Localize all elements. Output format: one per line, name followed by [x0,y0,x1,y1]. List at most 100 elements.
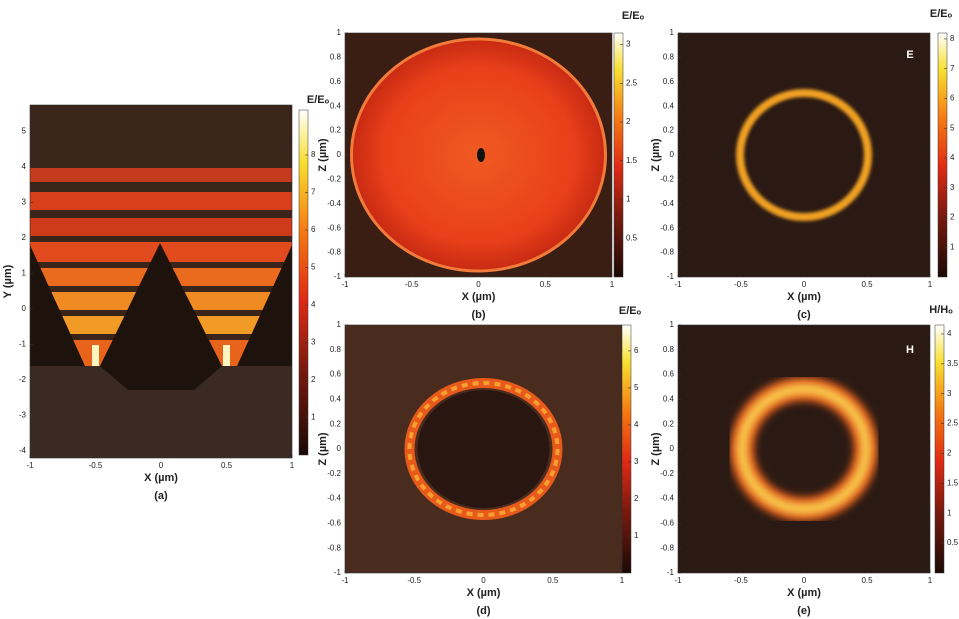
x-axis-label: X (µm) [787,291,821,303]
x-tick-label: -0.5 [407,576,421,585]
x-axis-label: X (µm) [144,472,178,484]
x-tick-label: -0.5 [89,461,103,470]
colorbar-tick-label: 7 [950,64,955,73]
y-tick-label: -0.8 [327,248,341,257]
y-tick-label: 0.2 [663,126,675,135]
colorbar [935,325,944,573]
x-tick-label: 1 [928,280,933,289]
field-c [678,33,930,277]
x-tick-label: 1 [290,461,295,470]
x-tick-label: 0 [481,576,486,585]
y-tick-label: -0.2 [327,469,341,478]
y-tick-label: 0.4 [330,395,342,404]
field-b [345,33,612,277]
x-tick-label: -1 [26,461,34,470]
y-tick-label: 0.6 [663,370,675,379]
colorbar-tick-label: 1 [634,531,639,540]
colorbar-tick-label: 2.5 [626,78,638,87]
y-tick-label: -0.4 [327,494,341,503]
y-axis-label: Z (µm) [317,432,329,466]
x-tick-label: 0 [159,461,164,470]
x-tick-label: -0.5 [734,280,748,289]
panel-label: (d) [476,605,490,617]
panel-label: (a) [154,490,168,502]
y-tick-label: -0.6 [327,223,341,232]
x-tick-label: 0.5 [547,576,559,585]
colorbar-tick-label: 2.5 [947,419,959,428]
y-tick-label: 0.8 [330,53,342,62]
colorbar-tick-label: 8 [950,34,955,43]
y-tick-label: -0.8 [660,248,674,257]
y-tick-label: 0.8 [663,53,675,62]
colorbar-tick-label: 5 [311,263,316,272]
colorbar-tick-label: 5 [634,383,639,392]
colorbar [938,33,947,277]
y-tick-label: -0.8 [327,543,341,552]
y-tick-label: -1 [334,568,342,577]
annotation: H [906,344,914,356]
x-tick-label: -0.5 [405,280,419,289]
y-tick-label: 1 [337,28,342,37]
y-tick-label: -2 [19,375,27,384]
x-tick-label: 0.5 [861,280,873,289]
y-tick-label: -0.6 [660,223,674,232]
colorbar-tick-label: 4 [311,300,316,309]
y-tick-label: -0.6 [327,519,341,528]
y-tick-label: 0.8 [663,345,675,354]
y-axis-label: Z (µm) [317,138,329,172]
y-tick-label: -0.8 [660,543,674,552]
colorbar-tick-label: 3 [950,183,955,192]
x-tick-label: 1 [610,280,615,289]
y-axis-label: Z (µm) [650,432,662,466]
field-e [678,325,930,573]
y-tick-label: -0.4 [327,199,341,208]
y-tick-label: -0.2 [660,469,674,478]
x-tick-label: -1 [341,280,349,289]
colorbar-tick-label: 4 [947,329,952,338]
y-tick-label: 0.6 [330,77,342,86]
y-axis-label: Z (µm) [650,138,662,172]
field-a [30,105,292,458]
colorbar-tick-label: 3 [634,457,639,466]
y-tick-label: -1 [667,568,675,577]
colorbar-tick-label: 4 [950,153,955,162]
y-tick-label: 0.4 [663,101,675,110]
y-tick-label: 1 [670,28,675,37]
annotation: E [906,49,913,61]
colorbar-tick-label: 3.5 [947,359,959,368]
y-tick-label: 0 [337,444,342,453]
x-tick-label: 0.5 [221,461,233,470]
colorbar-title: E/Eₒ [930,8,953,20]
y-tick-label: 3 [22,198,27,207]
colorbar-tick-label: 6 [634,346,639,355]
y-tick-label: -1 [667,272,675,281]
y-tick-label: 5 [22,127,27,136]
panel-label: (b) [471,309,485,321]
colorbar-tick-label: 5 [950,123,955,132]
x-tick-label: 0.5 [861,576,873,585]
x-tick-label: 0 [802,576,807,585]
colorbar-tick-label: 2 [947,449,952,458]
colorbar-title: E/Eₒ [619,305,642,317]
y-tick-label: 0.4 [663,395,675,404]
colorbar [614,33,623,277]
colorbar-tick-label: 1 [626,195,631,204]
x-tick-label: -0.5 [734,576,748,585]
colorbar-tick-label: 0.5 [626,233,638,242]
y-tick-label: 0.6 [663,77,675,86]
colorbar-tick-label: 6 [311,225,316,234]
y-tick-label: 0 [337,150,342,159]
y-tick-label: 0 [22,304,27,313]
colorbar-title: E/Eₒ [622,10,645,22]
y-tick-label: -0.2 [660,175,674,184]
colorbar-tick-label: 0.5 [947,538,959,547]
colorbar-tick-label: 3 [626,40,631,49]
colorbar-tick-label: 6 [950,94,955,103]
y-tick-label: 1 [22,269,27,278]
colorbar-tick-label: 1 [311,413,316,422]
colorbar-tick-label: 1.5 [626,156,638,165]
x-tick-label: -1 [341,576,349,585]
x-tick-label: 1 [620,576,625,585]
colorbar-tick-label: 3 [947,389,952,398]
y-tick-label: 0.6 [330,370,342,379]
